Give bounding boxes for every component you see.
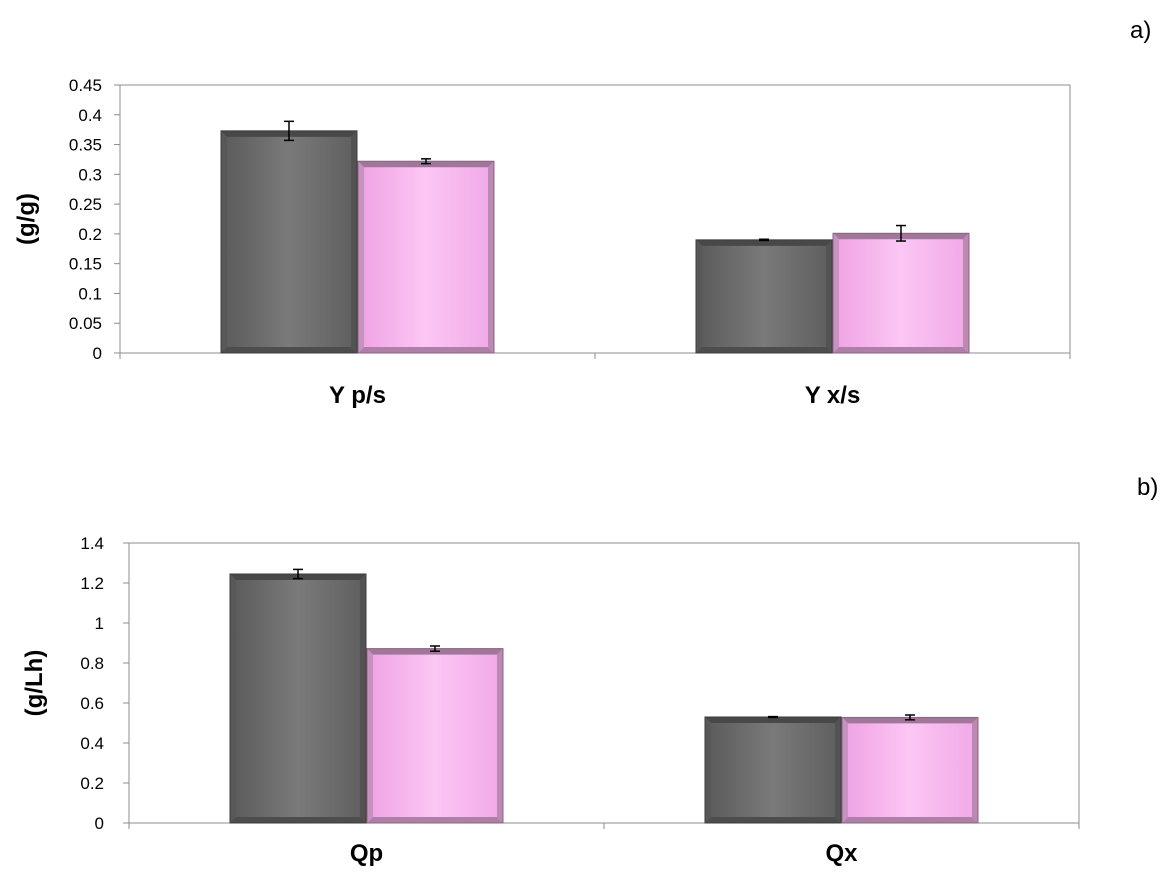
y-tick-label: 0.4 <box>78 106 102 125</box>
bar-body <box>696 239 832 353</box>
y-tick-label: 0.2 <box>80 774 104 793</box>
bar-body <box>705 717 841 823</box>
bar <box>832 232 970 354</box>
y-tick-label: 0.15 <box>69 255 102 274</box>
bar-bevel-right <box>963 233 969 353</box>
bar <box>366 648 504 824</box>
category-label: Y x/s <box>805 382 861 409</box>
error-bar <box>768 715 778 719</box>
bar-body <box>833 233 969 353</box>
category-label: Qp <box>350 840 383 867</box>
bar-bevel-bottom <box>705 817 841 823</box>
y-tick-label: 0.8 <box>80 654 104 673</box>
bar <box>357 160 495 354</box>
y-axis-label-b: (g/Lh) <box>21 650 48 717</box>
y-tick-label: 0.25 <box>69 195 102 214</box>
bar-bevel-top <box>696 239 832 246</box>
bar-bevel-left <box>358 161 364 353</box>
panel-label-b: b) <box>1137 474 1158 501</box>
error-bar <box>896 224 906 242</box>
y-tick-label: 0.05 <box>69 314 102 333</box>
error-bar <box>759 238 769 242</box>
y-tick-label: 0.45 <box>69 76 102 95</box>
category-label: Y p/s <box>329 382 386 409</box>
bar-bevel-top <box>705 717 841 723</box>
bar-bevel-bottom <box>221 347 357 353</box>
bars-b <box>229 568 979 824</box>
y-tick-label: 0.3 <box>78 165 102 184</box>
x-axis-b: Qp Qx <box>128 823 1080 867</box>
bar-bevel-bottom <box>367 817 503 823</box>
y-tick-label: 1 <box>95 614 104 633</box>
bar-body <box>358 161 494 353</box>
chart-panel-a: a) (g/g) 0 0.05 0.1 0.15 0.2 0.25 0.3 0.35 0.4 0.… <box>13 17 1151 409</box>
category-label: Qx <box>825 840 858 867</box>
bar-bevel-left <box>221 130 227 353</box>
error-bar <box>293 568 303 580</box>
y-tick-label: 1.2 <box>80 574 104 593</box>
bar-bevel-right <box>360 574 366 823</box>
bar-bevel-left <box>230 574 236 823</box>
x-axis-a: Y p/s Y x/s <box>119 353 1071 409</box>
error-bar <box>430 645 440 652</box>
chart-panel-b: b) (g/Lh) 0 0.2 0.4 0.6 0.8 1 1.2 1.4 Qp Qx <box>21 474 1158 867</box>
y-tick-label: 1.4 <box>80 534 104 553</box>
bar-bevel-left <box>842 717 848 823</box>
bar-bevel-right <box>351 130 357 353</box>
y-tick-label: 0.6 <box>80 694 104 713</box>
bar-body <box>842 717 978 823</box>
bar <box>229 573 367 824</box>
error-bar <box>421 158 431 165</box>
bar-body <box>230 574 366 823</box>
bar-bevel-left <box>367 648 373 823</box>
y-axis-label-a: (g/g) <box>13 193 40 245</box>
bar <box>841 716 979 824</box>
bar-bevel-left <box>705 717 711 823</box>
bar <box>704 716 842 824</box>
error-bar <box>284 120 294 142</box>
bar <box>220 130 358 354</box>
bar-bevel-bottom <box>833 347 969 353</box>
y-tick-label: 0 <box>93 344 102 363</box>
bar-bevel-bottom <box>696 347 832 353</box>
bar-body <box>221 130 357 353</box>
y-ticks-a: 0 0.05 0.1 0.15 0.2 0.25 0.3 0.35 0.4 0.45 <box>69 76 121 363</box>
y-tick-label: 0.4 <box>80 734 104 753</box>
y-tick-label: 0.1 <box>78 284 102 303</box>
bar <box>695 239 833 354</box>
panel-label-a: a) <box>1130 17 1151 44</box>
bar-bevel-bottom <box>358 347 494 353</box>
y-tick-label: 0.35 <box>69 136 102 155</box>
bar-bevel-left <box>833 233 839 353</box>
y-ticks-b: 0 0.2 0.4 0.6 0.8 1 1.2 1.4 <box>80 534 130 833</box>
bar-body <box>367 648 503 823</box>
bar-bevel-right <box>835 717 841 823</box>
error-bar <box>905 714 915 721</box>
y-tick-label: 0.2 <box>78 225 102 244</box>
bar-bevel-left <box>696 239 702 353</box>
bar-bevel-right <box>972 717 978 823</box>
bar-bevel-right <box>826 239 832 353</box>
bar-bevel-right <box>488 161 494 353</box>
y-tick-label: 0 <box>95 814 104 833</box>
bar-bevel-bottom <box>842 817 978 823</box>
bar-bevel-right <box>497 648 503 823</box>
bars-a <box>220 120 970 354</box>
bar-bevel-bottom <box>230 817 366 823</box>
